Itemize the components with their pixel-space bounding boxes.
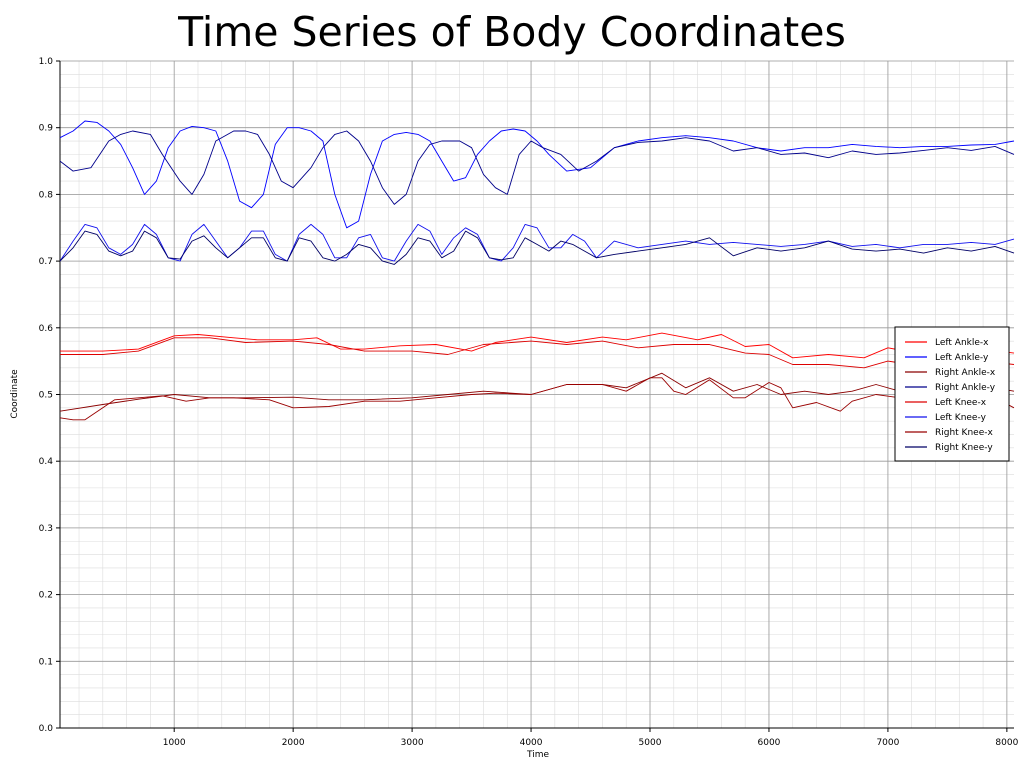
series-lines xyxy=(59,120,1015,421)
legend-label-right-knee-y: Right Knee-y xyxy=(935,443,993,453)
legend: Left Ankle-x Left Ankle-y Right Ankle-x Rig… xyxy=(894,326,1010,462)
x-tick-label: 1000 xyxy=(163,738,186,748)
y-tick-label: 0.7 xyxy=(39,257,53,267)
legend-label-right-knee-x: Right Knee-x xyxy=(935,428,993,438)
x-tick-label: 8000 xyxy=(995,738,1018,748)
x-tick-label: 7000 xyxy=(876,738,899,748)
y-tick-label: 0.9 xyxy=(39,124,54,134)
y-tick-label: 0.3 xyxy=(39,524,53,534)
series-line-right-ankle-y xyxy=(59,130,1015,205)
y-ticks: 0.0 0.1 0.2 0.3 0.4 0.5 0.6 0.7 0.8 0.9 1.0 xyxy=(39,57,60,734)
y-tick-label: 0.4 xyxy=(39,457,54,467)
x-tick-label: 3000 xyxy=(401,738,424,748)
legend-label-left-ankle-y: Left Ankle-y xyxy=(935,353,989,363)
y-tick-label: 0.8 xyxy=(39,190,54,200)
legend-items: Left Ankle-x Left Ankle-y Right Ankle-x Rig… xyxy=(905,338,996,453)
x-axis-label: Time xyxy=(526,750,549,760)
series-line-right-ankle-x xyxy=(59,372,1015,412)
major-grid xyxy=(60,60,1014,729)
legend-label-right-ankle-x: Right Ankle-x xyxy=(935,368,996,378)
y-tick-label: 0.0 xyxy=(39,724,54,734)
y-tick-label: 0.1 xyxy=(39,657,53,667)
series-line-left-knee-y xyxy=(59,223,1015,262)
x-tick-label: 2000 xyxy=(282,738,305,748)
x-tick-label: 6000 xyxy=(758,738,781,748)
legend-box xyxy=(894,326,1010,462)
legend-label-left-ankle-x: Left Ankle-x xyxy=(935,338,989,348)
chart-title: Time Series of Body Coordinates xyxy=(178,8,846,56)
series-line-left-ankle-x xyxy=(60,332,1015,359)
legend-label-right-ankle-y: Right Ankle-y xyxy=(935,383,996,393)
series-line-left-ankle-y xyxy=(59,120,1015,229)
series-line-right-knee-x xyxy=(59,377,1015,421)
series-line-right-knee-y xyxy=(59,230,1015,265)
x-tick-label: 5000 xyxy=(639,738,662,748)
y-tick-label: 1.0 xyxy=(39,57,54,67)
legend-label-left-knee-x: Left Knee-x xyxy=(935,398,987,408)
y-tick-label: 0.2 xyxy=(39,591,53,601)
x-ticks: 1000 2000 3000 4000 5000 6000 7000 8000 xyxy=(163,728,1019,748)
y-axis-label: Coordinate xyxy=(10,369,20,419)
y-tick-label: 0.6 xyxy=(39,324,54,334)
x-tick-label: 4000 xyxy=(520,738,543,748)
legend-label-left-knee-y: Left Knee-y xyxy=(935,413,987,423)
y-tick-label: 0.5 xyxy=(39,391,53,401)
series-line-left-knee-x xyxy=(60,337,1015,369)
